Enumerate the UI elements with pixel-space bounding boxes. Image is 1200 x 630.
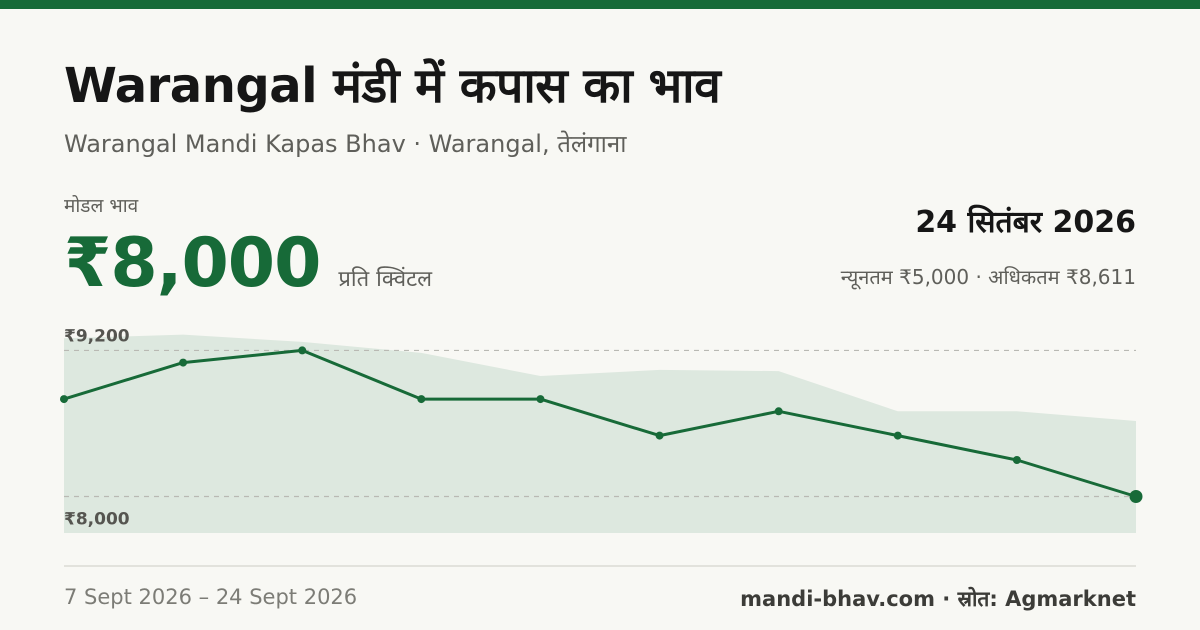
price-trend-chart: ₹9,200 ₹8,000: [60, 326, 1143, 533]
price-date: 24 सितंबर 2026: [915, 205, 1136, 240]
price-point: [417, 395, 426, 404]
source-credit: mandi-bhav.com · स्रोत: Agmarknet: [740, 587, 1136, 611]
modal-price-value: ₹8,000: [64, 224, 321, 303]
price-point: [774, 407, 783, 416]
latest-price-point: [1129, 490, 1143, 503]
price-point: [60, 395, 68, 404]
footer-divider: [64, 565, 1136, 567]
price-unit: प्रति क्विंटल: [338, 267, 433, 292]
top-accent-bar: [0, 0, 1200, 9]
price-point: [179, 358, 188, 367]
price-point: [298, 346, 307, 355]
modal-price-label: मोडल भाव: [64, 195, 139, 217]
modal-price-line: [63, 348, 1137, 498]
page-subtitle: Warangal Mandi Kapas Bhav · Warangal, ते…: [64, 130, 627, 158]
price-point: [893, 431, 902, 440]
price-point: [1012, 456, 1021, 464]
y-tick-label: ₹8,000: [64, 509, 130, 529]
modal-price-row: ₹8,000 प्रति क्विंटल: [64, 224, 432, 303]
min-max-range: न्यूनतम ₹5,000 · अधिकतम ₹8,611: [840, 265, 1136, 289]
date-period: 7 Sept 2026 – 24 Sept 2026: [64, 585, 358, 609]
price-point: [655, 431, 664, 440]
page-title: Warangal मंडी में कपास का भाव: [64, 58, 721, 114]
price-range-band: [64, 334, 1136, 533]
price-point: [536, 395, 545, 404]
y-tick-label: ₹9,200: [64, 326, 130, 346]
